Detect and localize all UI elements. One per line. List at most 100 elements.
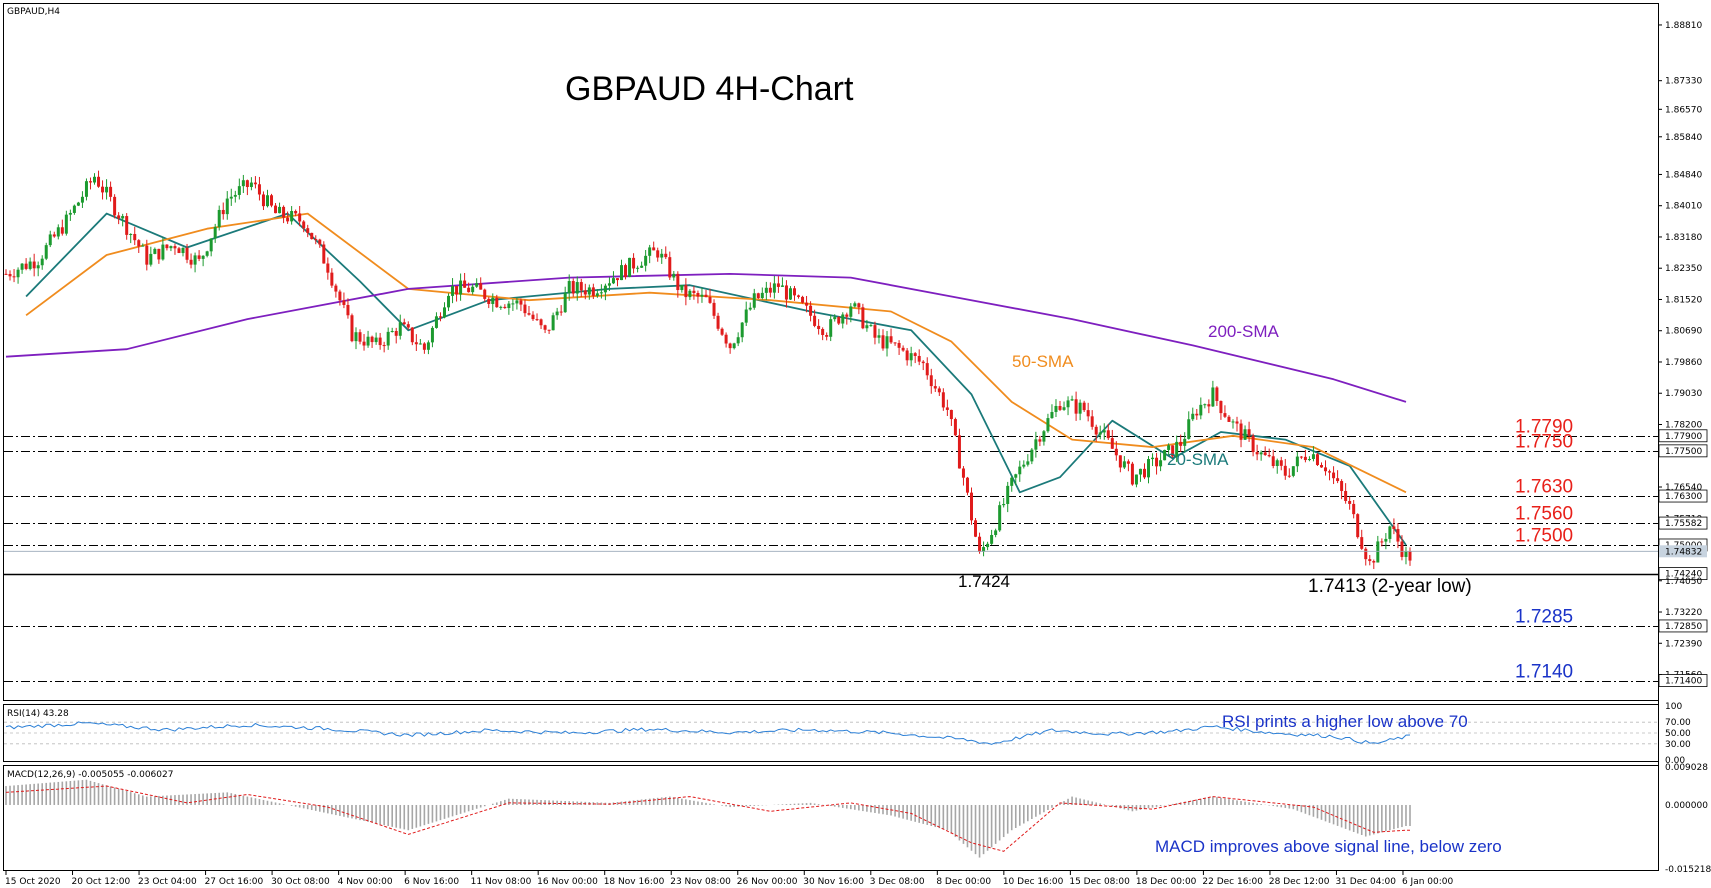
candle-body-284 <box>1147 459 1151 478</box>
candle-body-64 <box>261 194 265 207</box>
candle-body-198 <box>801 296 805 303</box>
candle-body-199 <box>805 302 809 306</box>
candle-body-48 <box>197 255 201 259</box>
macd-tick-2: -0.015218 <box>1665 865 1711 875</box>
candle-body-347 <box>1400 541 1404 557</box>
candle-body-19 <box>80 196 84 203</box>
rsi-tick-0: 100 <box>1665 702 1682 712</box>
time-label-3: 27 Oct 16:00 <box>205 877 264 887</box>
candle-body-4 <box>20 263 24 270</box>
candle-body-62 <box>253 182 257 185</box>
candle-body-271 <box>1094 426 1098 435</box>
candle-body-125 <box>507 303 511 309</box>
candle-body-194 <box>784 285 788 300</box>
candle-body-232 <box>937 388 941 393</box>
candle-body-107 <box>434 316 438 328</box>
candle-body-322 <box>1299 456 1303 458</box>
price-tick-label-6: 1.83180 <box>1665 233 1702 243</box>
candle-body-272 <box>1098 432 1102 435</box>
candle-body-114 <box>463 280 467 288</box>
candle-body-269 <box>1086 410 1090 417</box>
candle-body-241 <box>974 520 978 537</box>
price-tick-label-16: 1.76300 <box>1665 492 1702 502</box>
candle-body-264 <box>1066 400 1070 408</box>
candle-body-184 <box>744 309 748 323</box>
candle-body-25 <box>105 186 109 193</box>
candle-body-140 <box>567 281 571 294</box>
candle-body-318 <box>1283 465 1287 476</box>
candle-body-280 <box>1130 463 1134 485</box>
candle-body-151 <box>611 278 615 284</box>
candle-body-75 <box>306 228 310 233</box>
candle-body-281 <box>1134 474 1138 485</box>
candle-body-258 <box>1042 431 1046 442</box>
candle-body-333 <box>1344 490 1348 501</box>
candle-body-345 <box>1392 526 1396 530</box>
candle-body-57 <box>233 194 237 197</box>
candle-body-34 <box>141 245 145 247</box>
candle-body-265 <box>1070 399 1074 401</box>
candle-body-32 <box>133 233 137 241</box>
candle-body-275 <box>1110 438 1114 449</box>
candle-body-259 <box>1046 418 1050 432</box>
candles-layer <box>4 170 1412 570</box>
candle-body-299 <box>1207 404 1211 407</box>
candle-body-103 <box>418 343 422 345</box>
candle-body-344 <box>1388 526 1392 539</box>
candle-body-76 <box>310 232 314 240</box>
candle-body-338 <box>1364 548 1368 560</box>
time-label-6: 6 Nov 16:00 <box>404 877 459 887</box>
candle-body-177 <box>716 315 720 329</box>
candle-body-251 <box>1014 474 1018 478</box>
macd-note: MACD improves above signal line, below z… <box>1155 837 1502 856</box>
candle-body-181 <box>732 343 736 349</box>
candle-body-40 <box>165 244 169 249</box>
candle-body-69 <box>282 206 286 218</box>
macd-layer: 0.009028 0.000000 -0.015218 <box>5 763 1711 875</box>
candle-body-164 <box>664 253 668 258</box>
candle-body-31 <box>129 233 133 235</box>
time-label-19: 28 Dec 12:00 <box>1269 877 1330 887</box>
candle-body-291 <box>1175 441 1179 457</box>
time-label-0: 15 Oct 2020 <box>5 877 61 887</box>
candle-body-118 <box>479 283 483 290</box>
price-tick-label-10: 1.79860 <box>1665 358 1702 368</box>
time-label-1: 20 Oct 12:00 <box>72 877 131 887</box>
candle-body-317 <box>1279 460 1283 466</box>
candle-body-94 <box>382 345 386 347</box>
candle-body-248 <box>1002 503 1006 506</box>
candle-body-223 <box>901 347 905 351</box>
candle-body-217 <box>877 335 881 338</box>
candle-body-100 <box>406 324 410 328</box>
candle-body-221 <box>893 342 897 344</box>
candle-body-155 <box>628 257 632 278</box>
candle-body-37 <box>153 248 157 254</box>
time-label-10: 23 Nov 08:00 <box>670 877 731 887</box>
candle-body-263 <box>1062 407 1066 410</box>
candle-body-313 <box>1263 452 1267 456</box>
candle-body-288 <box>1163 449 1167 461</box>
candle-body-138 <box>559 311 563 313</box>
candle-body-174 <box>704 294 708 298</box>
candle-body-42 <box>173 246 177 249</box>
price-tick-label-11: 1.79030 <box>1665 389 1702 399</box>
sma-line-20-SMA <box>25 212 1407 546</box>
candle-body-173 <box>700 294 704 297</box>
price-tick-label-13: 1.77900 <box>1665 432 1702 442</box>
price-tick-label-15: 1.76540 <box>1665 483 1702 493</box>
rsi-tick-2: 50.00 <box>1665 729 1691 739</box>
candle-body-56 <box>229 196 233 199</box>
price-tick-label-9: 1.80690 <box>1665 327 1702 337</box>
candle-body-154 <box>624 265 628 278</box>
candle-body-121 <box>491 297 495 304</box>
candle-body-244 <box>986 543 990 548</box>
candle-body-268 <box>1082 402 1086 411</box>
candle-body-230 <box>929 375 933 387</box>
candle-body-163 <box>660 253 664 258</box>
candle-body-108 <box>438 316 442 318</box>
candle-body-2 <box>12 276 16 278</box>
candle-body-242 <box>978 536 982 552</box>
time-label-4: 30 Oct 08:00 <box>271 877 330 887</box>
candle-body-165 <box>668 257 672 278</box>
